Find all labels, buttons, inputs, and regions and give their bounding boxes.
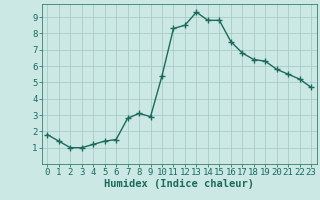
X-axis label: Humidex (Indice chaleur): Humidex (Indice chaleur) — [104, 179, 254, 189]
